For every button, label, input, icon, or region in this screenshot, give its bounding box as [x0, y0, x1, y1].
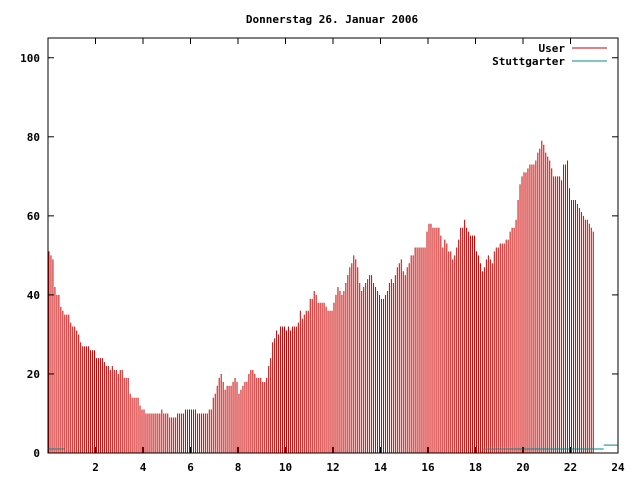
x-tick-label: 22	[564, 461, 577, 474]
x-tick-label: 12	[326, 461, 339, 474]
x-tick-label: 14	[374, 461, 388, 474]
y-tick-label: 40	[27, 289, 40, 302]
x-axis: 2 4 6 8 10 12 14 16 18 20 22 24	[92, 38, 625, 474]
x-tick-label: 4	[140, 461, 147, 474]
y-tick-label: 60	[27, 210, 40, 223]
x-tick-label: 2	[92, 461, 99, 474]
legend: User Stuttgarter	[492, 42, 607, 68]
legend-entry-user: User	[539, 42, 566, 55]
y-tick-label: 20	[27, 368, 40, 381]
user-bars	[48, 140, 594, 453]
x-tick-label: 10	[279, 461, 292, 474]
y-tick-label: 0	[33, 447, 40, 460]
x-tick-label: 16	[421, 461, 435, 474]
chart-title: Donnerstag 26. Januar 2006	[246, 13, 419, 26]
x-tick-label: 8	[235, 461, 242, 474]
y-tick-label: 80	[27, 131, 40, 144]
x-tick-label: 18	[469, 461, 482, 474]
y-tick-label: 100	[20, 52, 40, 65]
x-tick-label: 20	[516, 461, 529, 474]
y-axis: 0 20 40 60 80 100	[20, 52, 618, 460]
plot-frame	[47, 37, 619, 454]
x-tick-label: 24	[611, 461, 625, 474]
legend-entry-stuttgarter: Stuttgarter	[492, 55, 565, 68]
x-tick-label: 6	[187, 461, 194, 474]
stuttgarter-line	[48, 444, 618, 450]
